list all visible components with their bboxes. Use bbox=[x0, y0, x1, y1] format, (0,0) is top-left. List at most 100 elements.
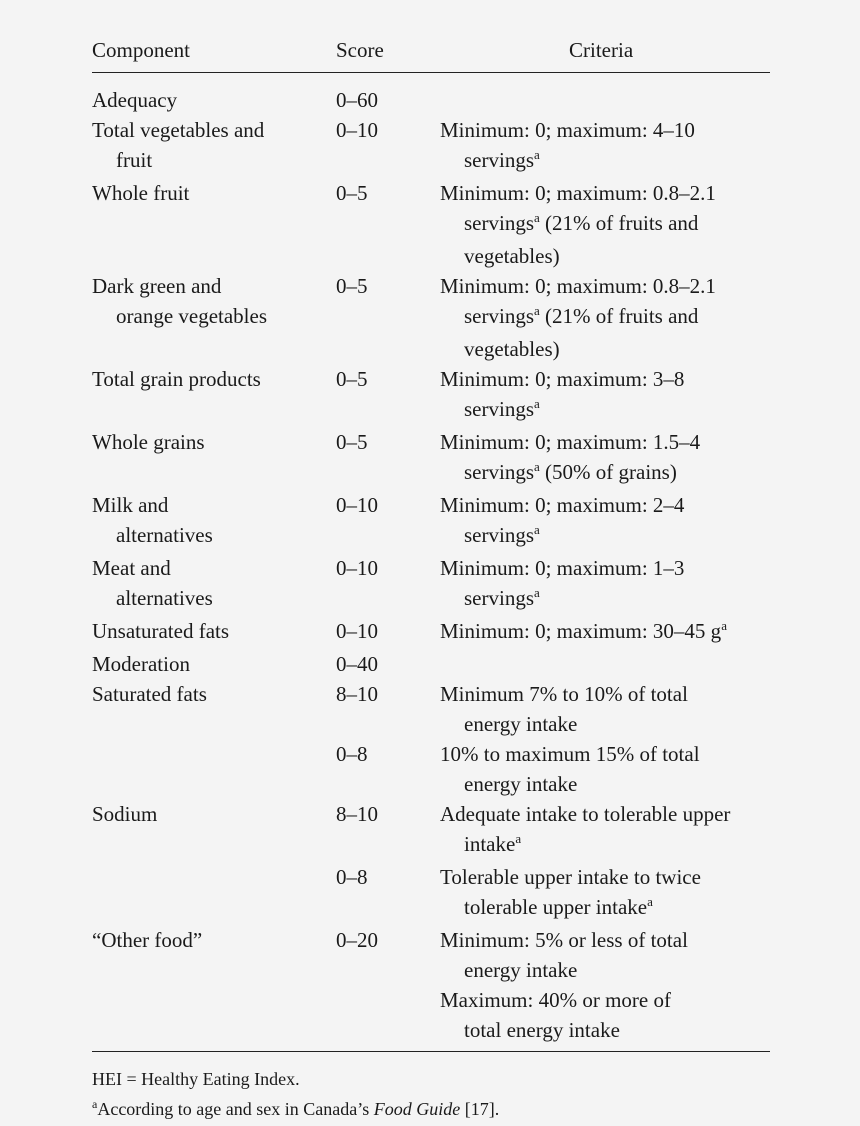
footnote-marker: a bbox=[534, 210, 540, 225]
criteria-text: Tolerable upper intake to twice bbox=[440, 865, 701, 889]
footnote-text-pre: According to age and sex in Canada’s bbox=[97, 1099, 374, 1119]
criteria-text: tolerable upper intake bbox=[464, 895, 648, 919]
table-row: 0–8 Tolerable upper intake to twice tolera… bbox=[92, 862, 770, 925]
criteria-cell bbox=[440, 85, 770, 115]
component-cell: Total vegetables and fruit bbox=[92, 115, 322, 175]
criteria-line: vegetables) bbox=[440, 334, 770, 364]
criteria-line: energy intake bbox=[440, 709, 770, 739]
component-label: Whole fruit bbox=[92, 181, 190, 205]
criteria-line: servingsa (21% of fruits and bbox=[440, 301, 770, 334]
criteria-text: Minimum: 0; maximum: 1.5–4 bbox=[440, 430, 701, 454]
criteria-text: vegetables) bbox=[464, 337, 560, 361]
score-cell: 0–60 bbox=[336, 88, 378, 112]
criteria-text: Minimum: 0; maximum: 0.8–2.1 bbox=[440, 181, 716, 205]
criteria-cell: Minimum: 0; maximum: 1–3 servingsa bbox=[440, 553, 770, 616]
score-cell: 0–5 bbox=[336, 367, 368, 391]
criteria-text: Minimum: 0; maximum: 3–8 bbox=[440, 367, 685, 391]
criteria-line: servingsa bbox=[440, 145, 770, 178]
component-cell: Milk and alternatives bbox=[92, 490, 322, 550]
score-cell: 0–10 bbox=[336, 556, 378, 580]
footnote-marker: a bbox=[534, 585, 540, 600]
header-score: Score bbox=[336, 38, 384, 62]
footnote-a: aAccording to age and sex in Canada’s Fo… bbox=[92, 1094, 770, 1126]
component-label: Saturated fats bbox=[92, 682, 207, 706]
component-label: Dark green and bbox=[92, 274, 222, 298]
criteria-text: servings bbox=[464, 304, 534, 328]
table-row: “Other food” 0–20 Minimum: 5% or less of t… bbox=[92, 925, 770, 1045]
footnote-mark: a bbox=[92, 1097, 98, 1111]
criteria-text: energy intake bbox=[464, 772, 578, 796]
component-label: alternatives bbox=[116, 523, 213, 547]
criteria-text: Minimum: 0; maximum: 30–45 g bbox=[440, 619, 722, 643]
criteria-cell: Tolerable upper intake to twice tolerable… bbox=[440, 862, 770, 925]
component-cell: Moderation bbox=[92, 649, 322, 679]
score-cell: 0–5 bbox=[336, 430, 368, 454]
criteria-text: Adequate intake to tolerable upper bbox=[440, 802, 731, 826]
score-cell: 0–20 bbox=[336, 928, 378, 952]
score-cell: 0–5 bbox=[336, 274, 368, 298]
component-label: Total vegetables and bbox=[92, 118, 265, 142]
score-cell: 0–8 bbox=[336, 865, 368, 889]
component-cell: Whole fruit bbox=[92, 178, 322, 208]
criteria-line: Minimum: 0; maximum: 1–3 bbox=[440, 553, 770, 583]
score-cell: 0–40 bbox=[336, 652, 378, 676]
table-row: Whole fruit 0–5 Minimum: 0; maximum: 0.8–2… bbox=[92, 178, 770, 271]
bottom-rule bbox=[92, 1051, 770, 1052]
criteria-cell: Minimum: 0; maximum: 30–45 ga bbox=[440, 616, 770, 649]
footnote-marker: a bbox=[721, 618, 727, 633]
criteria-text: energy intake bbox=[464, 958, 578, 982]
criteria-cell: Minimum: 0; maximum: 0.8–2.1 servingsa (2… bbox=[440, 271, 770, 364]
criteria-text: servings bbox=[464, 211, 534, 235]
component-label: “Other food” bbox=[92, 928, 203, 952]
criteria-line: Adequate intake to tolerable upper bbox=[440, 799, 770, 829]
table-row: Dark green and orange vegetables 0–5 Minimu… bbox=[92, 271, 770, 364]
component-label: alternatives bbox=[116, 586, 213, 610]
criteria-line: Minimum 7% to 10% of total bbox=[440, 679, 770, 709]
component-cell: Whole grains bbox=[92, 427, 322, 457]
score-cell: 0–10 bbox=[336, 619, 378, 643]
criteria-cell: Minimum: 5% or less of total energy intak… bbox=[440, 925, 770, 1045]
component-cell: Saturated fats bbox=[92, 679, 322, 709]
criteria-text: Minimum: 0; maximum: 1–3 bbox=[440, 556, 685, 580]
abbreviation-note: HEI = Healthy Eating Index. bbox=[92, 1069, 300, 1089]
component-cell: Sodium bbox=[92, 799, 322, 829]
footnote-marker: a bbox=[534, 303, 540, 318]
criteria-text: intake bbox=[464, 832, 516, 856]
criteria-line: Minimum: 0; maximum: 4–10 bbox=[440, 115, 770, 145]
table-row: Sodium 8–10 Adequate intake to tolerable u… bbox=[92, 799, 770, 862]
score-cell: 0–10 bbox=[336, 118, 378, 142]
criteria-line: intakea bbox=[440, 829, 770, 862]
criteria-line: Minimum: 0; maximum: 2–4 bbox=[440, 490, 770, 520]
component-label: Unsaturated fats bbox=[92, 619, 230, 643]
header-rule bbox=[92, 72, 770, 73]
criteria-text: Minimum: 0; maximum: 0.8–2.1 bbox=[440, 274, 716, 298]
hei-scoring-table: Component Score Criteria Adequacy 0–60 Tot… bbox=[92, 30, 770, 1126]
criteria-text-after: (21% of fruits and bbox=[539, 304, 699, 328]
criteria-text: servings bbox=[464, 586, 534, 610]
score-cell: 0–10 bbox=[336, 493, 378, 517]
table-header: Component Score Criteria bbox=[92, 30, 770, 72]
criteria-text: Maximum: 40% or more of bbox=[440, 988, 671, 1012]
criteria-line: tolerable upper intakea bbox=[440, 892, 770, 925]
criteria-text: Minimum: 5% or less of total bbox=[440, 928, 688, 952]
table-row: Meat and alternatives 0–10 Minimum: 0; maxi… bbox=[92, 553, 770, 616]
component-cell: Meat and alternatives bbox=[92, 553, 322, 613]
component-cell: Unsaturated fats bbox=[92, 616, 322, 646]
component-cell: Total grain products bbox=[92, 364, 322, 394]
criteria-text: servings bbox=[464, 523, 534, 547]
table-row: Saturated fats 8–10 Minimum 7% to 10% of t… bbox=[92, 679, 770, 739]
criteria-text: servings bbox=[464, 460, 534, 484]
criteria-text: 10% to maximum 15% of total bbox=[440, 742, 700, 766]
component-label: Sodium bbox=[92, 802, 158, 826]
criteria-line: Minimum: 0; maximum: 3–8 bbox=[440, 364, 770, 394]
component-label: Whole grains bbox=[92, 430, 205, 454]
criteria-line: Minimum: 5% or less of total bbox=[440, 925, 770, 955]
criteria-cell: Minimum: 0; maximum: 0.8–2.1 servingsa (2… bbox=[440, 178, 770, 271]
header-component: Component bbox=[92, 38, 190, 62]
criteria-cell: Minimum: 0; maximum: 1.5–4 servingsa (50%… bbox=[440, 427, 770, 490]
criteria-text: servings bbox=[464, 397, 534, 421]
criteria-line: total energy intake bbox=[440, 1015, 770, 1045]
criteria-line: Minimum: 0; maximum: 1.5–4 bbox=[440, 427, 770, 457]
footnote-text-post: [17]. bbox=[460, 1099, 500, 1119]
component-cell: “Other food” bbox=[92, 925, 322, 955]
